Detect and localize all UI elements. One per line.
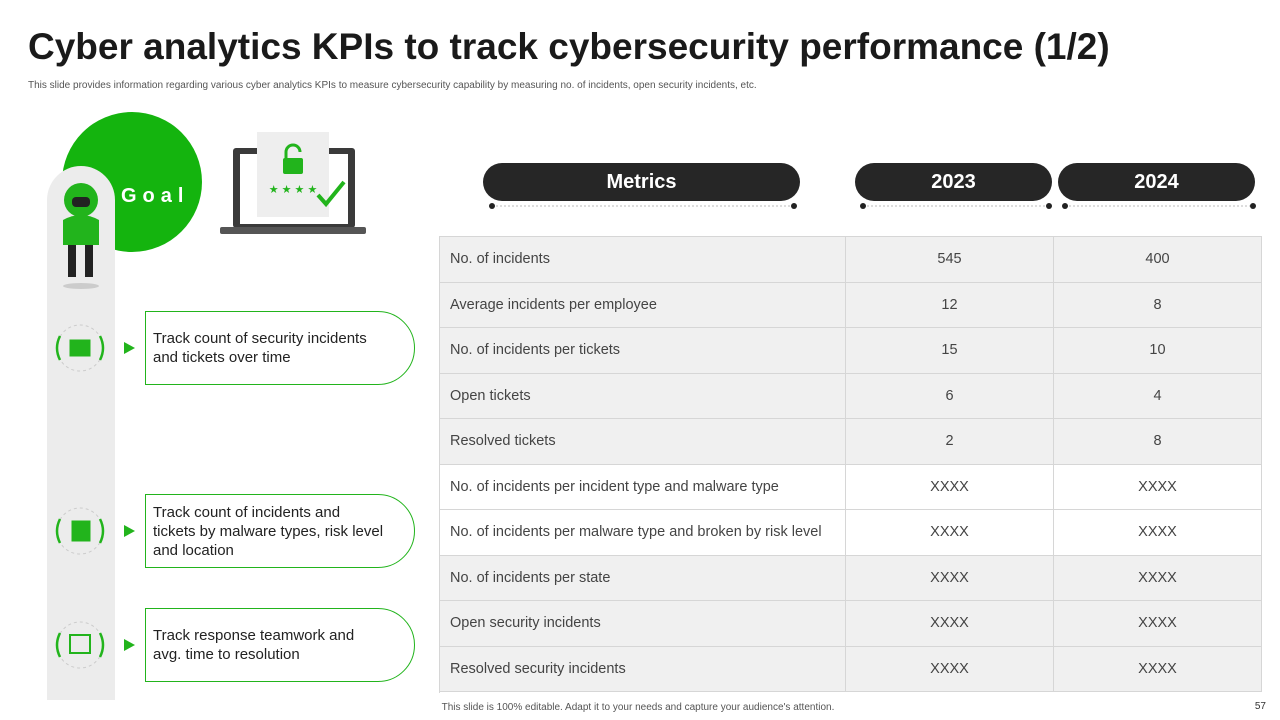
metric-value: 12 <box>846 282 1054 328</box>
metric-value: 4 <box>1054 373 1262 419</box>
item-icons <box>55 324 105 669</box>
subtitle: This slide provides information regardin… <box>28 80 757 91</box>
metric-value: XXXX <box>846 555 1054 601</box>
metric-name: Resolved tickets <box>440 419 846 465</box>
header-dots <box>489 203 1256 209</box>
metric-value: XXXX <box>846 601 1054 647</box>
metric-value: 6 <box>846 373 1054 419</box>
metric-name: Resolved security incidents <box>440 646 846 692</box>
metric-name: No. of incidents <box>440 237 846 283</box>
metric-value: XXXX <box>1054 510 1262 556</box>
svg-text:★ ★ ★ ★: ★ ★ ★ ★ <box>269 184 318 196</box>
metric-value: 8 <box>1054 282 1262 328</box>
column-header: 2024 <box>1058 163 1255 201</box>
goal-graphics: ★ ★ ★ ★ <box>47 112 366 700</box>
laptop-icon: ★ ★ ★ ★ <box>220 132 366 234</box>
metric-value: XXXX <box>846 646 1054 692</box>
page-number: 57 <box>1254 701 1266 712</box>
metric-value: 2 <box>846 419 1054 465</box>
metric-value: XXXX <box>1054 601 1262 647</box>
metric-name: No. of incidents per tickets <box>440 328 846 374</box>
goal-item: Track count of incidents and tickets by … <box>145 494 415 568</box>
metric-name: No. of incidents per malware type and br… <box>440 510 846 556</box>
person-icon <box>63 183 99 289</box>
metric-value: XXXX <box>1054 646 1262 692</box>
goal-item: Track count of security incidents and ti… <box>145 311 415 385</box>
metric-value: XXXX <box>846 510 1054 556</box>
metric-value: 10 <box>1054 328 1262 374</box>
column-header: Metrics <box>483 163 800 201</box>
metric-name: Open tickets <box>440 373 846 419</box>
metric-value: 8 <box>1054 419 1262 465</box>
metric-name: No. of incidents per state <box>440 555 846 601</box>
metric-name: No. of incidents per incident type and m… <box>440 464 846 510</box>
metric-name: Average incidents per employee <box>440 282 846 328</box>
goal-label: Goal <box>121 185 190 207</box>
goal-item: Track response teamwork and avg. time to… <box>145 608 415 682</box>
title: Cyber analytics KPIs to track cybersecur… <box>28 26 1110 67</box>
column-header: 2023 <box>855 163 1052 201</box>
metric-value: 400 <box>1054 237 1262 283</box>
kpi-table: No. of incidents 545 400 Average incidents … <box>439 236 1262 693</box>
metric-value: XXXX <box>1054 464 1262 510</box>
metric-value: XXXX <box>846 464 1054 510</box>
metric-name: Open security incidents <box>440 601 846 647</box>
metric-value: XXXX <box>1054 555 1262 601</box>
footer-note: This slide is 100% editable. Adapt it to… <box>441 702 835 713</box>
metric-value: 15 <box>846 328 1054 374</box>
metric-value: 545 <box>846 237 1054 283</box>
